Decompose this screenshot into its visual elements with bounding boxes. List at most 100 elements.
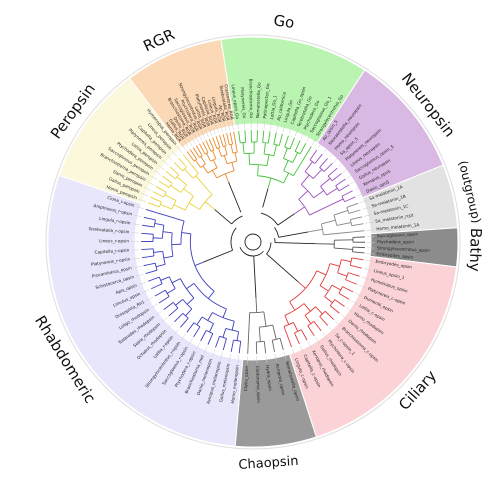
branch-peropsin (170, 185, 182, 193)
branch-go (298, 156, 306, 167)
tip-label: Sa_melatonin_rcpt (375, 212, 414, 223)
branch-peropsin (164, 194, 177, 201)
tip-leader (227, 122, 230, 131)
branch-peropsin (171, 200, 177, 210)
tip-label: Patinopecten_Go (262, 83, 270, 119)
branch-outgroup (350, 216, 363, 220)
tip-label: Ptychodera_opsin (377, 239, 414, 244)
branch-rgr (226, 133, 230, 145)
branch-ciliary (297, 281, 306, 289)
clade-label-rgr: RGR (140, 25, 177, 55)
branch-rhabdomeric (208, 290, 215, 299)
branch-go (257, 164, 259, 176)
backbone-branch (230, 227, 237, 251)
branch-rhabdomeric (193, 326, 201, 338)
tip-label: Strongylocentrotus_opsin (377, 245, 431, 253)
branch-rhabdomeric (186, 283, 195, 290)
branch-ciliary (307, 325, 315, 336)
branch-rgr (206, 153, 212, 162)
branch-neuropsin (314, 153, 323, 164)
tip-leader (212, 126, 216, 135)
tip-leader (158, 164, 165, 171)
tip-leader (342, 167, 350, 173)
branch-ciliary (300, 329, 308, 341)
tip-label: Embryodes_opsin (376, 251, 414, 260)
branch-ciliary (315, 306, 323, 315)
branch-rhabdomeric (207, 312, 213, 321)
branch-rhabdomeric (142, 255, 155, 259)
tip-leader (150, 303, 158, 309)
tip-leader (180, 143, 187, 150)
branch-go (284, 135, 289, 148)
tip-label: Homo_melatonin_1A (376, 222, 420, 231)
tip-label: Saccoglossus_opsin (377, 231, 419, 238)
branch-go (266, 154, 270, 166)
branch-rgr (229, 132, 233, 145)
outer-ring (45, 34, 461, 450)
branch-ciliary (334, 299, 345, 307)
tip-leader (265, 355, 268, 364)
tip-leader (364, 214, 372, 217)
branch-rgr (189, 149, 198, 160)
tip-leader (203, 346, 208, 354)
branch-rhabdomeric (182, 299, 193, 310)
tip-label: Platynereis_Go (240, 87, 247, 119)
tip-leader (276, 122, 279, 131)
backbone-branch (214, 209, 232, 225)
branch-rhabdomeric (207, 333, 214, 345)
branch-go (238, 130, 241, 143)
branch-rhabdomeric (186, 297, 195, 305)
branch-neuropsin (319, 167, 325, 172)
branch-go (249, 163, 268, 167)
tip-leader (188, 338, 193, 346)
branch-outgroup (351, 223, 364, 227)
branch-peropsin (205, 201, 216, 211)
branch-peropsin (169, 166, 180, 176)
branch-rhabdomeric (153, 219, 156, 228)
tip-leader (270, 121, 272, 130)
branch-rhabdomeric (222, 308, 227, 318)
tip-leader (335, 320, 342, 327)
branch-peropsin (173, 162, 183, 172)
tip-leader (340, 314, 348, 320)
branch-rgr (200, 156, 206, 165)
branch-ciliary (283, 326, 288, 337)
branch-rgr (208, 138, 215, 151)
tip-leader (155, 310, 163, 316)
clade-label-chaopsin: Chaopsin (238, 454, 299, 473)
branch-neuropsin (327, 167, 338, 177)
tip-leader (194, 134, 199, 143)
backbone-branch (278, 231, 309, 238)
branch-neuropsin (298, 190, 309, 200)
branch-neuropsin (326, 187, 338, 196)
tip-leader (176, 146, 183, 153)
branch-peropsin (190, 163, 199, 174)
tip-leader (228, 353, 232, 362)
branch-rgr (195, 159, 201, 168)
branch-go (278, 133, 283, 146)
branch-rgr (234, 152, 238, 162)
branch-rhabdomeric (181, 232, 191, 235)
branch-neuropsin (300, 174, 310, 185)
tip-leader (138, 281, 147, 285)
branch-rgr (235, 143, 238, 153)
branch-chaopsin (247, 341, 249, 354)
tip-leader (312, 137, 317, 145)
branch-neuropsin (341, 190, 353, 197)
branch-go (263, 142, 266, 154)
branch-peropsin (178, 157, 187, 168)
branch-ciliary (324, 310, 335, 320)
tip-leader (133, 265, 142, 269)
tip-leader (283, 351, 287, 360)
branch-ciliary (331, 284, 341, 291)
tip-leader (180, 333, 186, 341)
branch-rgr (210, 158, 217, 162)
tip-leader (350, 300, 358, 305)
branch-go (264, 153, 275, 157)
branch-peropsin (184, 168, 194, 179)
tip-label: Platynereis_r-opsin (91, 256, 131, 267)
branch-go (240, 141, 246, 144)
branch-rhabdomeric (180, 317, 189, 328)
branch-go (267, 177, 272, 189)
tip-leader (300, 345, 304, 354)
